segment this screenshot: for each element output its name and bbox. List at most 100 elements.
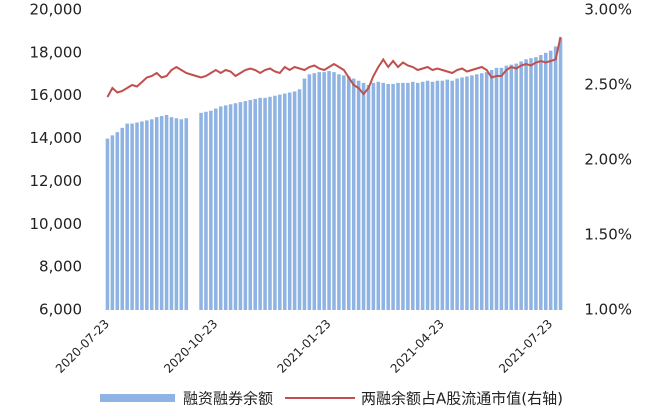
x-tick-label: 2021-04-23 <box>388 317 447 376</box>
bar <box>543 52 548 310</box>
bar <box>445 79 450 311</box>
bar <box>351 78 356 310</box>
bar <box>228 104 233 311</box>
bar <box>401 82 405 310</box>
bar <box>292 91 297 310</box>
bar <box>529 58 533 310</box>
bar <box>145 120 149 310</box>
bar <box>268 96 272 311</box>
bar <box>548 50 553 310</box>
bar <box>524 59 528 311</box>
y-tick-label: 10,000 <box>30 215 83 233</box>
bar <box>337 74 341 311</box>
legend-swatch <box>100 394 175 402</box>
y-tick-label: 14,000 <box>30 129 83 147</box>
bar <box>391 83 395 310</box>
bar <box>558 37 563 310</box>
y-tick-label: 6,000 <box>39 301 82 319</box>
bar <box>179 119 184 311</box>
bar <box>199 112 203 310</box>
y-tick-label: 20,000 <box>30 1 83 19</box>
y2-tick-label: 2.50% <box>584 76 632 94</box>
bar <box>120 127 125 310</box>
legend-label: 两融余额占A股流通市值(右轴) <box>361 390 563 408</box>
bar <box>258 97 262 310</box>
x-tick-label: 2020-07-23 <box>53 317 112 376</box>
bar <box>342 75 346 310</box>
bar <box>130 123 134 310</box>
bar <box>282 93 287 310</box>
bar <box>238 102 243 311</box>
bar <box>159 116 164 310</box>
bar <box>125 123 129 310</box>
bar <box>381 82 386 310</box>
bar <box>302 78 307 310</box>
bar <box>322 72 326 311</box>
bar <box>553 46 558 311</box>
bar <box>297 89 302 311</box>
bar <box>184 118 189 310</box>
bar <box>534 57 538 311</box>
bar <box>140 121 144 310</box>
y-tick-label: 16,000 <box>30 86 83 104</box>
bar <box>450 80 454 310</box>
bar <box>223 105 228 310</box>
bar <box>243 101 248 310</box>
bar <box>519 61 523 310</box>
bar <box>209 110 213 310</box>
bar <box>174 118 179 310</box>
y2-tick-label: 2.00% <box>584 151 632 169</box>
bar <box>218 106 223 310</box>
bar <box>514 63 518 311</box>
bar <box>356 80 361 310</box>
x-tick-label: 2021-01-23 <box>274 317 333 376</box>
bar <box>479 73 484 310</box>
y2-tick-label: 1.50% <box>584 226 632 244</box>
bar <box>248 100 253 310</box>
bar <box>415 82 420 310</box>
bar <box>317 72 321 311</box>
bar <box>287 92 292 310</box>
bar <box>273 95 277 310</box>
bar <box>386 83 390 310</box>
bar <box>115 132 120 310</box>
y-tick-label: 18,000 <box>30 43 83 61</box>
bar <box>470 75 474 310</box>
legend-label: 融资融券余额 <box>183 390 273 408</box>
bar <box>484 72 489 311</box>
bar <box>435 80 440 310</box>
bar <box>406 82 410 310</box>
bar <box>105 138 110 310</box>
bar <box>489 70 494 310</box>
x-tick-label: 2021-07-23 <box>496 317 555 376</box>
bar <box>204 111 208 311</box>
x-tick-label: 2020-10-23 <box>161 317 220 376</box>
bar <box>460 77 464 310</box>
bar <box>539 55 543 310</box>
bar <box>499 67 504 310</box>
bar <box>440 80 445 310</box>
bar <box>307 74 312 311</box>
bar <box>425 80 430 310</box>
y-tick-label: 12,000 <box>30 172 83 190</box>
line <box>106 36 562 98</box>
bar <box>376 81 381 311</box>
bar <box>347 76 351 310</box>
bar <box>214 108 218 310</box>
bar <box>233 103 238 310</box>
bar <box>465 76 469 310</box>
bar <box>509 64 514 311</box>
y2-tick-label: 1.00% <box>584 301 632 319</box>
bar <box>169 117 174 311</box>
y2-tick-label: 3.00% <box>584 1 632 19</box>
bar <box>361 82 366 310</box>
bar <box>411 81 415 311</box>
bar <box>312 73 317 310</box>
bar <box>430 81 435 311</box>
bar <box>278 94 282 311</box>
y-tick-label: 8,000 <box>39 258 82 276</box>
bar <box>164 115 169 310</box>
bar <box>420 81 425 311</box>
bar <box>110 135 115 310</box>
